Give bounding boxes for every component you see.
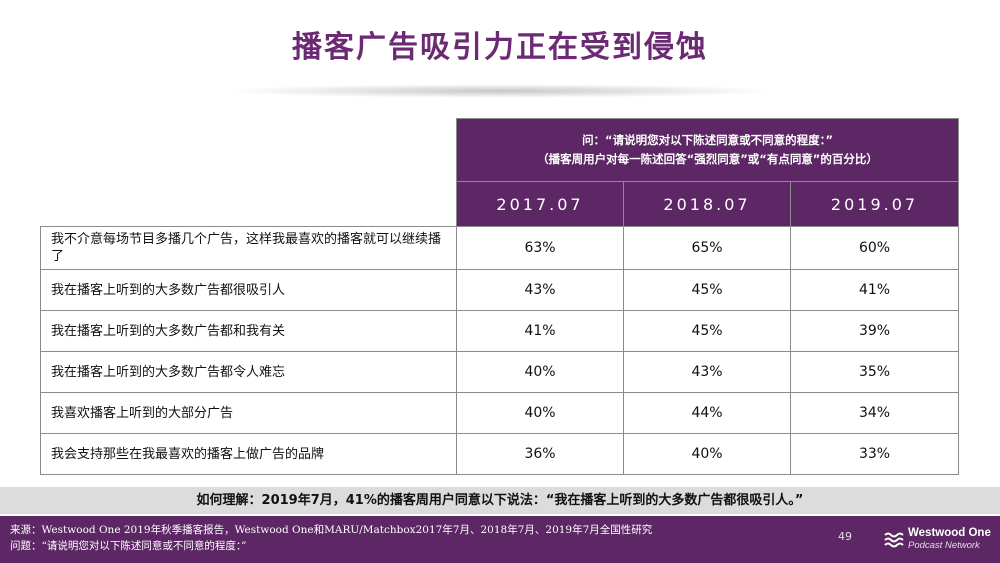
value-cell: 45%	[623, 310, 791, 352]
table-row: 我在播客上听到的大多数广告都和我有关 41% 45% 39%	[40, 310, 960, 352]
title-divider	[220, 84, 780, 98]
value-cell: 43%	[623, 351, 791, 393]
insight-banner: 如何理解：2019年7月，41%的播客周用户同意以下说法：“我在播客上听到的大多…	[0, 487, 1000, 514]
westwood-one-logo: Westwood One Podcast Network	[884, 526, 994, 554]
logo-subtitle: Podcast Network	[908, 540, 980, 551]
question-line-1: 问：“请说明您对以下陈述同意或不同意的程度：”	[582, 133, 833, 147]
year-header: 2019.07	[789, 181, 960, 227]
value-cell: 60%	[789, 226, 960, 270]
wave-logo-icon	[884, 532, 904, 548]
year-header: 2017.07	[456, 181, 624, 227]
value-cell: 40%	[456, 351, 624, 393]
value-cell: 65%	[623, 226, 791, 270]
table-corner-2	[41, 182, 457, 227]
footer-bar: 来源：Westwood One 2019年秋季播客报告，Westwood One…	[0, 516, 1000, 563]
question-note: 问题：“请说明您对以下陈述同意或不同意的程度：”	[10, 540, 247, 552]
value-cell: 40%	[623, 433, 791, 475]
source-line: 来源：Westwood One 2019年秋季播客报告，Westwood One…	[10, 524, 653, 536]
value-cell: 43%	[456, 269, 624, 311]
statement-cell: 我在播客上听到的大多数广告都令人难忘	[40, 351, 457, 393]
value-cell: 40%	[456, 392, 624, 434]
table-row: 我在播客上听到的大多数广告都很吸引人 43% 45% 41%	[40, 269, 960, 311]
table-row: 我喜欢播客上听到的大部分广告 40% 44% 34%	[40, 392, 960, 434]
table-row: 我不介意每场节目多播几个广告，这样我最喜欢的播客就可以继续播了 63% 65% …	[40, 226, 960, 270]
source-note: 来源：Westwood One 2019年秋季播客报告，Westwood One…	[10, 522, 652, 554]
table-row: 我在播客上听到的大多数广告都令人难忘 40% 43% 35%	[40, 351, 960, 393]
table-corner	[41, 119, 457, 182]
value-cell: 33%	[789, 433, 960, 475]
table-row: 我会支持那些在我最喜欢的播客上做广告的品牌 36% 40% 33%	[40, 433, 960, 475]
value-cell: 44%	[623, 392, 791, 434]
value-cell: 36%	[456, 433, 624, 475]
survey-table: 问：“请说明您对以下陈述同意或不同意的程度：” （播客周用户对每一陈述回答“强烈…	[40, 118, 960, 475]
page-number: 49	[838, 530, 852, 543]
page-title: 播客广告吸引力正在受到侵蚀	[292, 30, 708, 65]
value-cell: 41%	[789, 269, 960, 311]
value-cell: 34%	[789, 392, 960, 434]
value-cell: 63%	[456, 226, 624, 270]
logo-name: Westwood One	[908, 527, 991, 539]
statement-cell: 我会支持那些在我最喜欢的播客上做广告的品牌	[40, 433, 457, 475]
question-line-2: （播客周用户对每一陈述回答“强烈同意”或“有点同意”的百分比）	[537, 152, 878, 166]
statement-cell: 我在播客上听到的大多数广告都和我有关	[40, 310, 457, 352]
statement-cell: 我不介意每场节目多播几个广告，这样我最喜欢的播客就可以继续播了	[40, 226, 457, 270]
question-header: 问：“请说明您对以下陈述同意或不同意的程度：” （播客周用户对每一陈述回答“强烈…	[455, 118, 960, 182]
value-cell: 45%	[623, 269, 791, 311]
value-cell: 39%	[789, 310, 960, 352]
value-cell: 35%	[789, 351, 960, 393]
statement-cell: 我在播客上听到的大多数广告都很吸引人	[40, 269, 457, 311]
year-header: 2018.07	[623, 181, 791, 227]
statement-cell: 我喜欢播客上听到的大部分广告	[40, 392, 457, 434]
value-cell: 41%	[456, 310, 624, 352]
